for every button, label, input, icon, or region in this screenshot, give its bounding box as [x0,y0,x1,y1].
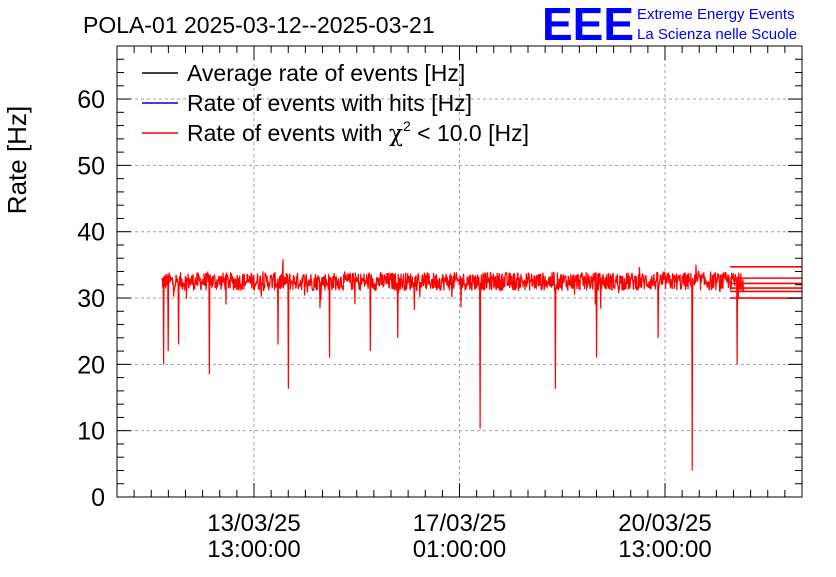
x-tick-label-time: 13:00:00 [207,536,300,563]
y-tick-label: 20 [77,351,105,379]
y-tick-label: 50 [77,152,105,180]
eee-logo-mark: EEE [542,0,634,50]
x-tick-label-time: 01:00:00 [413,536,506,563]
series-layer [161,259,802,471]
grid [117,46,802,497]
legend: Average rate of events [Hz] Rate of event… [142,60,529,147]
y-tick-label: 10 [77,418,105,446]
legend-entry-label: Rate of events with χ2 < 10.0 [Hz] [187,118,529,147]
x-tick-label-date: 20/03/25 [618,510,711,537]
y-tick-label: 40 [77,219,105,247]
y-tick-label: 0 [91,484,105,512]
y-axis-label: Rate [Hz] [2,106,32,214]
brand-line-1: Extreme Energy Events [637,6,795,23]
ticks-layer: 010203040506013/03/2513:00:0017/03/2501:… [77,45,803,563]
brand-line-2: La Scienza nelle Scuole [637,26,797,43]
series-line-chi2-rate [161,259,745,471]
y-tick-label: 60 [77,86,105,114]
chart-title: POLA-01 2025-03-12--2025-03-21 [83,12,435,38]
legend-entry-label: Average rate of events [Hz] [187,60,465,86]
x-tick-label-date: 17/03/25 [413,510,506,537]
legend-entry-label: Rate of events with hits [Hz] [187,90,472,116]
x-tick-label-date: 13/03/25 [207,510,300,537]
x-tick-label-time: 13:00:00 [618,536,711,563]
y-tick-label: 30 [77,285,105,313]
eee-logo: EEE Extreme Energy Events La Scienza nel… [542,0,797,50]
